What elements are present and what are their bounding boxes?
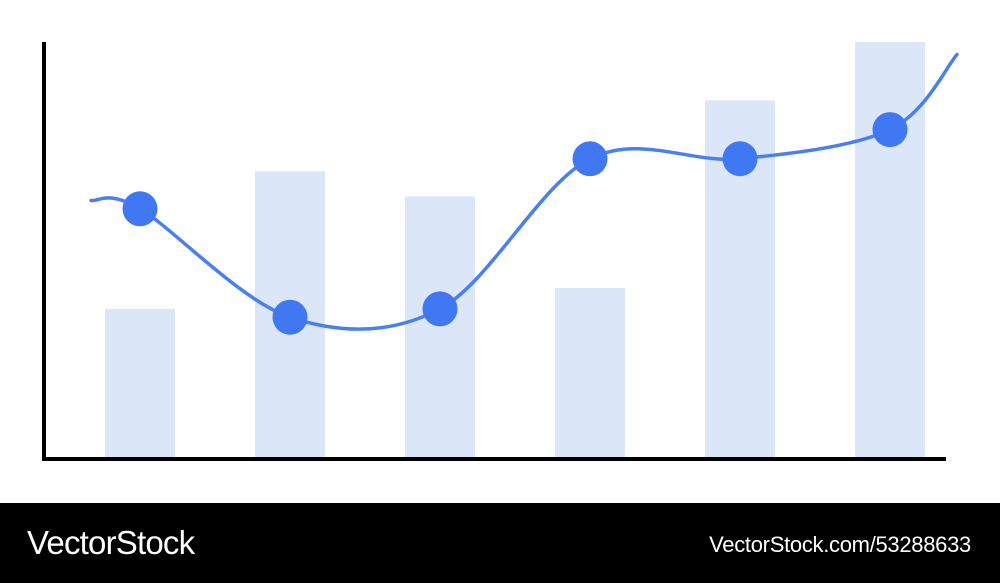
bar-6 — [855, 42, 925, 459]
bar-4 — [555, 288, 625, 459]
line-point-5 — [722, 141, 758, 177]
bar-1 — [105, 308, 175, 459]
line-point-4 — [572, 141, 608, 177]
bar-3 — [405, 196, 475, 460]
line-point-2 — [272, 299, 308, 335]
chart — [42, 42, 959, 461]
line-point-1 — [122, 191, 158, 227]
watermark-bar: VectorStock VectorStock.com/53288633 — [0, 503, 1000, 583]
line-point-3 — [422, 291, 458, 327]
trend-line — [89, 52, 959, 331]
line-point-6 — [872, 112, 908, 148]
brand-logo: VectorStock — [27, 524, 195, 561]
chart-svg — [42, 42, 959, 461]
image-credit: VectorStock.com/53288633 — [709, 532, 971, 557]
